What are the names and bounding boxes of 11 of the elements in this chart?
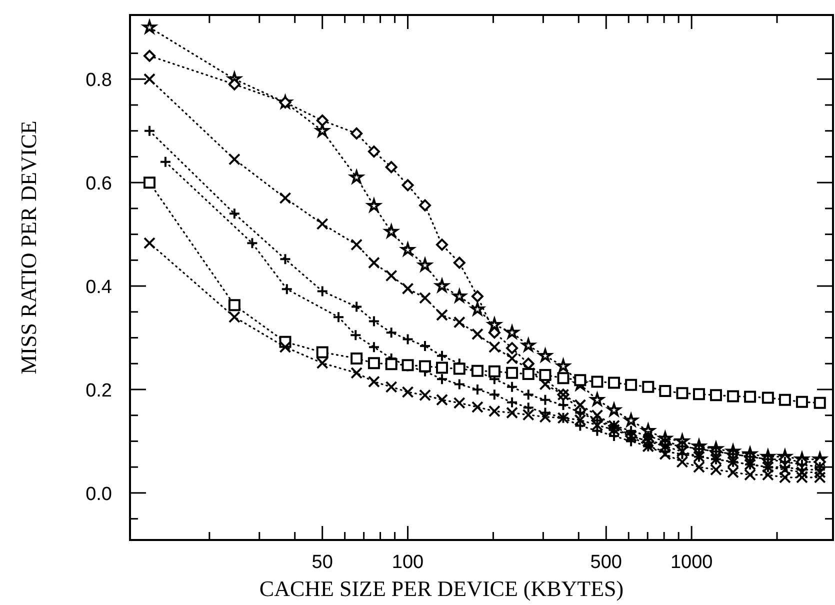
y-axis-title: MISS RATIO PER DEVICE — [16, 120, 41, 374]
x-tick-label: 500 — [590, 552, 622, 573]
y-tick-label: 0.6 — [86, 174, 112, 195]
x-axis-title: CACHE SIZE PER DEVICE (KBYTES) — [259, 576, 624, 601]
x-tick-label: 1000 — [670, 552, 713, 573]
y-tick-label: 0.0 — [86, 484, 112, 505]
x-tick-label: 50 — [312, 552, 333, 573]
y-tick-label: 0.2 — [86, 380, 112, 402]
y-tick-label: 0.4 — [86, 277, 112, 298]
y-tick-label: 0.8 — [86, 70, 112, 92]
x-tick-label: 100 — [392, 552, 424, 573]
